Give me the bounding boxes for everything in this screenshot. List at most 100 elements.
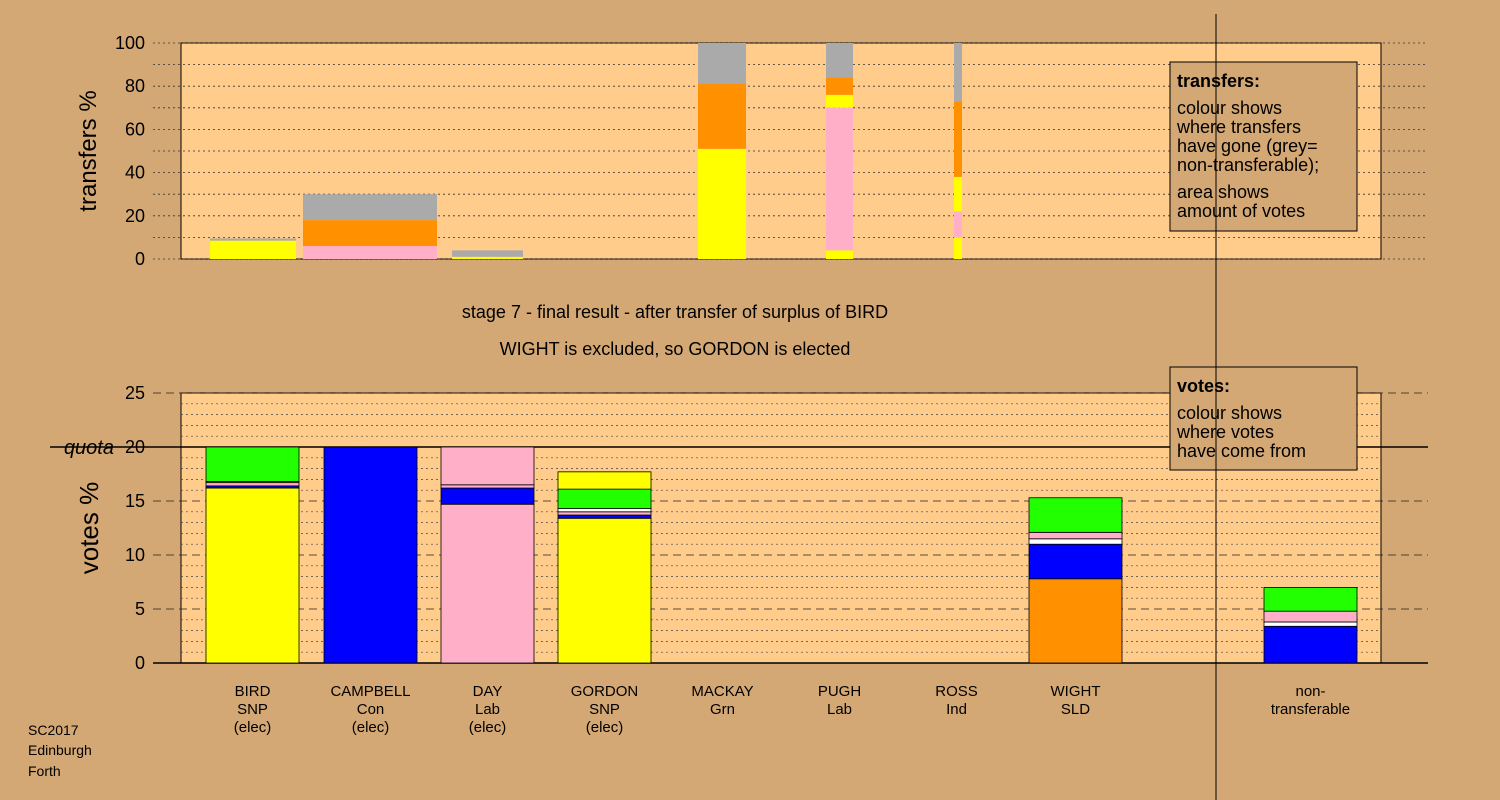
legend-box [1169, 366, 1358, 471]
votes-y-tick-label: 20 [125, 437, 145, 457]
votes-y-tick-label: 25 [125, 383, 145, 403]
legend-line: area shows [1177, 182, 1269, 202]
candidate-label-line: non- [1295, 683, 1325, 700]
candidate-label-line: MACKAY [691, 683, 753, 700]
transfers-bar-segment [954, 43, 962, 102]
candidate-label-line: transferable [1271, 701, 1350, 718]
votes-bar-segment [205, 446, 300, 482]
votes-bar-segment [557, 471, 652, 490]
legend-line: where transfers [1176, 117, 1301, 137]
votes-bar-segment [557, 488, 652, 509]
votes-y-tick-label: 10 [125, 545, 145, 565]
transfers-bar-segment [826, 43, 853, 78]
legend-line: colour shows [1177, 98, 1282, 118]
legend-title: transfers: [1177, 71, 1260, 91]
transfers-bar-segment [826, 94, 853, 108]
legend-line: where votes [1176, 422, 1274, 442]
caption-line-2: WIGHT is excluded, so GORDON is elected [500, 339, 851, 359]
legend-box [1169, 61, 1358, 232]
candidate-label-line: (elec) [352, 719, 390, 736]
votes-bar-segment [557, 511, 652, 516]
transfers-bar-segment [954, 101, 962, 177]
transfers-bar-segment [826, 107, 853, 251]
votes-bar-segment [440, 484, 535, 489]
transfers-bar-segment [826, 77, 853, 95]
candidate-label-line: Lab [475, 701, 500, 718]
votes-bar-segment [1028, 497, 1123, 533]
caption-line-1: stage 7 - final result - after transfer … [462, 302, 888, 322]
footer-line-2: Edinburgh [28, 742, 92, 758]
candidate-label-line: CAMPBELL [330, 683, 410, 700]
transfers-y-tick-label: 80 [125, 76, 145, 96]
votes-y-tick-label: 5 [135, 599, 145, 619]
legend-line: have gone (grey= [1177, 136, 1318, 156]
candidate-label-line: Lab [827, 701, 852, 718]
votes-bar-segment [1028, 578, 1123, 664]
votes-bar-segment [205, 482, 300, 487]
legend-title: votes: [1177, 376, 1230, 396]
transfers-bar-segment [303, 194, 437, 221]
transfers-bar-segment [303, 246, 437, 259]
candidate-label-line: PUGH [818, 683, 861, 700]
votes-bar-segment [440, 487, 535, 505]
votes-bar-segment [1028, 543, 1123, 580]
transfers-y-tick-label: 20 [125, 206, 145, 226]
candidate-label-line: Grn [710, 701, 735, 718]
candidate-label-line: GORDON [571, 683, 639, 700]
votes-bar-segment [557, 508, 652, 513]
votes-bar-segment [1263, 610, 1358, 623]
footer-line-3: Forth [28, 763, 61, 779]
votes-y-tick-label: 15 [125, 491, 145, 511]
votes-bar-segment [323, 446, 418, 664]
votes-bar-segment [557, 517, 652, 664]
votes-bar-segment [205, 487, 300, 664]
candidate-label-line: (elec) [469, 719, 507, 736]
quota-label: quota [64, 437, 114, 459]
votes-y-tick-label: 0 [135, 653, 145, 673]
transfers-bar-segment [954, 237, 962, 259]
candidate-label-line: Ind [946, 701, 967, 718]
candidate-label-line: ROSS [935, 683, 978, 700]
candidate-label-line: SNP [589, 701, 620, 718]
transfers-bar-segment [303, 220, 437, 247]
legend-line: colour shows [1177, 403, 1282, 423]
votes-bar-segment [1028, 538, 1123, 545]
candidate-label-line: DAY [473, 683, 503, 700]
transfers-bar-segment [210, 238, 296, 241]
transfers-bar-segment [452, 256, 523, 259]
votes-bar-segment [1028, 531, 1123, 540]
transfers-y-tick-label: 40 [125, 163, 145, 183]
votes-bar-segment [557, 514, 652, 519]
transfers-bar-segment [826, 250, 853, 259]
votes-y-axis-label: votes % [74, 482, 104, 575]
transfers-y-tick-label: 0 [135, 249, 145, 269]
legend-line: non-transferable); [1177, 155, 1319, 175]
transfers-bar-segment [452, 250, 523, 257]
candidate-label-line: SLD [1061, 701, 1090, 718]
transfers-y-tick-label: 100 [115, 33, 145, 53]
transfers-y-axis-label: transfers % [75, 90, 102, 211]
votes-bar-segment [440, 503, 535, 664]
candidate-label-line: WIGHT [1051, 683, 1101, 700]
legend-line: amount of votes [1177, 201, 1305, 221]
candidate-label-line: SNP [237, 701, 268, 718]
transfers-bar-segment [954, 211, 962, 238]
footer-line-1: SC2017 [28, 722, 79, 738]
legend-line: have come from [1177, 441, 1306, 461]
candidate-label-line: BIRD [235, 683, 271, 700]
transfers-bar-segment [698, 84, 746, 149]
candidate-label-line: Con [357, 701, 385, 718]
votes-bar-segment [1263, 625, 1358, 664]
candidate-label-line: (elec) [586, 719, 624, 736]
votes-bar-segment [1263, 587, 1358, 612]
transfers-y-tick-label: 60 [125, 119, 145, 139]
votes-bar-segment [440, 446, 535, 486]
candidate-label-line: (elec) [234, 719, 272, 736]
transfers-bar-segment [698, 43, 746, 85]
transfers-bar-segment [698, 148, 746, 259]
transfers-bar-segment [954, 176, 962, 212]
votes-bar-segment [1263, 621, 1358, 627]
